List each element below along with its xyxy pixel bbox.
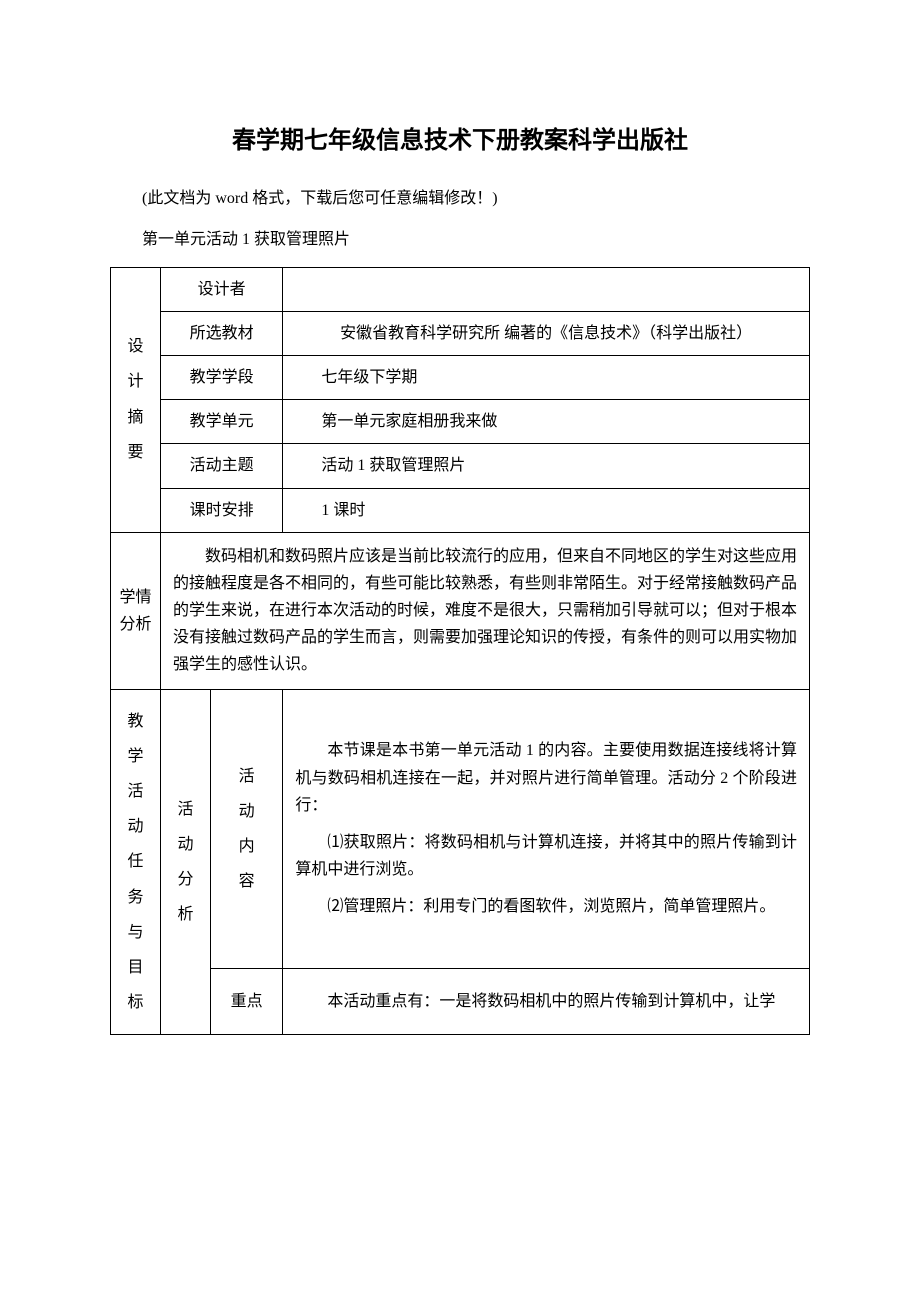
designer-value (283, 267, 810, 311)
unit-label: 教学单元 (161, 400, 283, 444)
activity-content-row: 教 学 活 动 任 务 与 目 标 活 动 分 析 活 动 内 容 本节课是本书… (111, 689, 810, 969)
activity-task-label: 教 学 活 动 任 务 与 目 标 (111, 689, 161, 1035)
keypoint-content: 本活动重点有：一是将数码相机中的照片传输到计算机中，让学 (283, 969, 810, 1035)
designer-label: 设计者 (161, 267, 283, 311)
keypoint-label: 重点 (211, 969, 283, 1035)
table-row: 设 计 摘 要 设计者 (111, 267, 810, 311)
section-heading: 第一单元活动 1 获取管理照片 (110, 226, 810, 255)
learner-analysis-row: 学情分析 数码相机和数码照片应该是当前比较流行的应用，但来自不同地区的学生对这些… (111, 532, 810, 689)
lesson-plan-table: 设 计 摘 要 设计者 所选教材 安徽省教育科学研究所 编著的《信息技术》（科学… (110, 267, 810, 1036)
table-row: 课时安排 1 课时 (111, 488, 810, 532)
design-summary-label: 设 计 摘 要 (111, 267, 161, 532)
hours-label: 课时安排 (161, 488, 283, 532)
table-row: 活动主题 活动 1 获取管理照片 (111, 444, 810, 488)
activity-content-label: 活 动 内 容 (211, 689, 283, 969)
learner-analysis-content: 数码相机和数码照片应该是当前比较流行的应用，但来自不同地区的学生对这些应用的接触… (161, 532, 810, 689)
unit-value: 第一单元家庭相册我来做 (283, 400, 810, 444)
hours-value: 1 课时 (283, 488, 810, 532)
table-row: 所选教材 安徽省教育科学研究所 编著的《信息技术》（科学出版社） (111, 311, 810, 355)
activity-analysis-label: 活 动 分 析 (161, 689, 211, 1035)
period-label: 教学学段 (161, 355, 283, 399)
activity-content: 本节课是本书第一单元活动 1 的内容。主要使用数据连接线将计算机与数码相机连接在… (283, 689, 810, 969)
page-title: 春学期七年级信息技术下册教案科学出版社 (110, 120, 810, 155)
learner-analysis-label: 学情分析 (111, 532, 161, 689)
table-row: 教学单元 第一单元家庭相册我来做 (111, 400, 810, 444)
topic-value: 活动 1 获取管理照片 (283, 444, 810, 488)
textbook-label: 所选教材 (161, 311, 283, 355)
textbook-value: 安徽省教育科学研究所 编著的《信息技术》（科学出版社） (283, 311, 810, 355)
intro-paragraph: (此文档为 word 格式，下载后您可任意编辑修改！) (110, 185, 810, 214)
table-row: 教学学段 七年级下学期 (111, 355, 810, 399)
period-value: 七年级下学期 (283, 355, 810, 399)
keypoint-row: 重点 本活动重点有：一是将数码相机中的照片传输到计算机中，让学 (111, 969, 810, 1035)
topic-label: 活动主题 (161, 444, 283, 488)
